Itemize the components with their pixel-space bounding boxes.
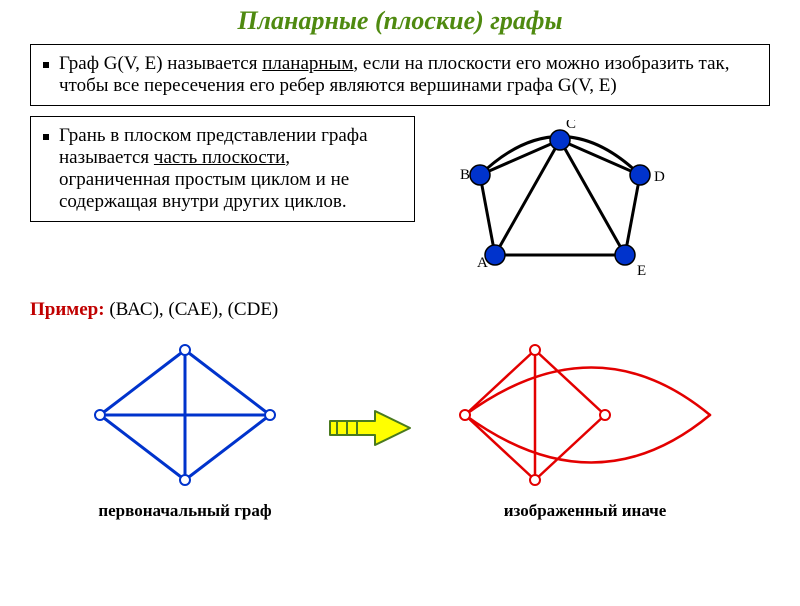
right-caption: изображенный иначе <box>504 501 667 521</box>
face-definition-box: Грань в плоском представлении графа назы… <box>30 116 415 222</box>
face-term: часть плоскости <box>154 147 285 168</box>
comparison-row: первоначальный граф изображенный иначе <box>0 335 800 521</box>
left-caption: первоначальный граф <box>98 501 271 521</box>
arrow-col <box>325 353 415 503</box>
svg-text:С: С <box>566 120 576 132</box>
page-title: Планарные (плоские) графы <box>0 6 800 36</box>
definition-box: Граф G(V, E) называется планарным, если … <box>30 44 770 106</box>
svg-text:В: В <box>460 167 470 183</box>
svg-text:E: E <box>637 263 646 279</box>
right-graph-col: изображенный иначе <box>445 335 725 521</box>
svg-text:А: А <box>477 255 488 271</box>
def-before: Граф G(V, E) называется <box>59 53 262 74</box>
arrow-icon <box>325 403 415 453</box>
example-label: Пример: <box>30 299 105 320</box>
definition-text: Граф G(V, E) называется планарным, если … <box>59 53 755 97</box>
svg-text:D: D <box>654 169 665 185</box>
left-graph-col: первоначальный граф <box>75 335 295 521</box>
example-text: (ВАС), (САЕ), (СDE) <box>105 299 279 320</box>
example-line: Пример: (ВАС), (САЕ), (СDE) <box>30 299 770 321</box>
left-graph <box>75 335 295 495</box>
bullet-icon <box>43 134 49 140</box>
face-def-text: Грань в плоском представлении графа назы… <box>59 125 400 213</box>
def-term: планарным <box>262 53 353 74</box>
bullet-icon <box>43 62 49 68</box>
pentagon-graph: А В С D E <box>435 120 685 295</box>
right-graph <box>445 335 725 495</box>
